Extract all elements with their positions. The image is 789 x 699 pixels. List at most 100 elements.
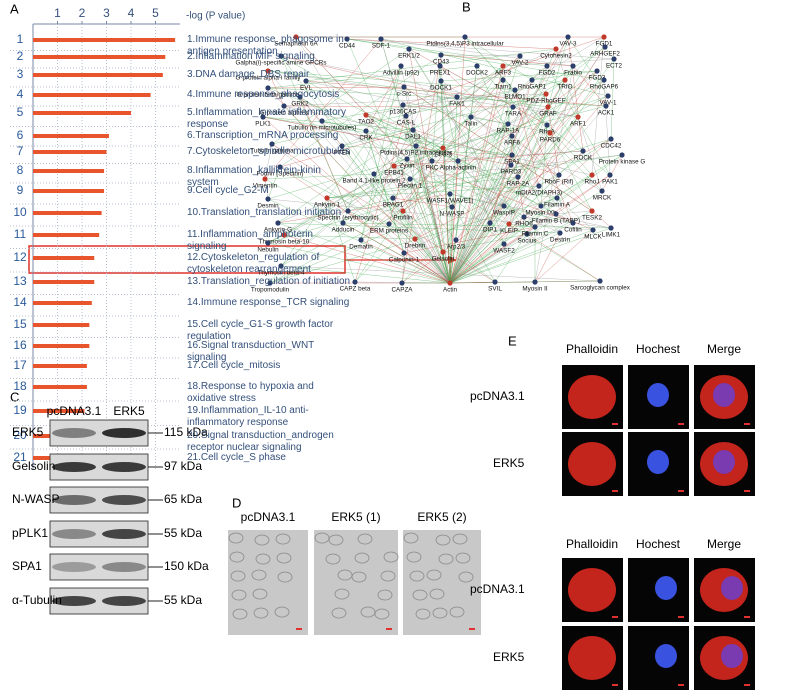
network-node (602, 44, 608, 50)
category-label: 5.Inflammation_Innate inflammatory respo… (187, 107, 346, 130)
network-node (440, 249, 446, 255)
node-label: Talin (465, 121, 478, 128)
network-edge (610, 58, 615, 140)
node-label: FGD3 (589, 75, 606, 82)
network-node (413, 143, 419, 149)
network-edge (365, 130, 405, 254)
network-node (447, 191, 453, 197)
node-label: Filamin A (544, 202, 571, 209)
network-edge (449, 206, 453, 284)
network-edge (556, 197, 594, 231)
network-node (371, 171, 377, 177)
scale-bar (678, 423, 684, 425)
network-edge (326, 197, 356, 283)
network-node (391, 163, 397, 169)
condition-label: ERK5 (493, 456, 525, 470)
channel-label: Hochest (636, 342, 681, 356)
network-edge (283, 234, 451, 284)
row-number: 13 (13, 274, 27, 288)
node-label: Myosin IXb (525, 210, 557, 217)
network-edge (440, 80, 491, 224)
cell (412, 589, 428, 601)
network-node (447, 280, 453, 286)
network-node (278, 263, 284, 269)
network-edge (449, 210, 593, 284)
network-node (265, 68, 271, 74)
node-label: Tubulin gamma (250, 148, 294, 155)
network-edge (540, 124, 548, 207)
condition-label: pcDNA3.1 (470, 389, 525, 403)
size-label: 150 kDa (164, 559, 209, 573)
node-label: DOCK1 (430, 85, 452, 92)
node-label: Filamin B (TABP) (532, 218, 580, 225)
network-edge (341, 93, 547, 147)
network-node (544, 63, 550, 69)
scale-bar (744, 616, 750, 618)
network-edge (360, 104, 404, 241)
network-edge (440, 54, 574, 67)
node-label: GRAF (539, 111, 557, 118)
network-edge (449, 239, 457, 284)
node-label: Galpha(i)-specific amine GPCRs (236, 60, 327, 67)
network-edge (392, 197, 453, 208)
network-edge (470, 116, 560, 176)
category-label: 3.DNA damage_DBS repair (187, 69, 310, 80)
node-label: ERK1/2 (398, 53, 420, 60)
network-edge (360, 239, 451, 284)
panel-label: B (462, 0, 471, 14)
node-label: CRK (359, 135, 373, 142)
node-label: Protein kinase G (599, 159, 646, 166)
network-edge (449, 174, 611, 284)
network-edge (354, 115, 407, 283)
category-label: 15.Cell cycle_G1-S growth factor regulat… (187, 319, 334, 342)
network-node (509, 152, 515, 158)
network-edge (603, 79, 611, 176)
category-label: 9.Cell cycle_G2-M (187, 185, 269, 196)
network-edge (402, 36, 605, 106)
network-edge (449, 116, 579, 284)
network-edge (409, 178, 451, 284)
network-node (265, 240, 271, 246)
scale-bar (678, 490, 684, 492)
network-edge (283, 160, 433, 236)
network-edge (403, 252, 451, 284)
network-node (608, 225, 614, 231)
row-number: 15 (13, 317, 27, 331)
network-node (401, 84, 407, 90)
channel-label: Merge (707, 537, 741, 551)
node-label: WASF2 (493, 248, 515, 255)
node-label: MRCK (593, 195, 612, 202)
network-edge (442, 251, 451, 284)
blot-box (49, 553, 149, 581)
x-axis-label: -log (P value) (186, 11, 245, 22)
network-edge (442, 147, 451, 284)
network-edge (269, 86, 405, 284)
network-node (570, 220, 576, 226)
bar (33, 55, 166, 59)
network-node (562, 77, 568, 83)
cell (449, 606, 465, 618)
network-edge (365, 114, 560, 176)
network-edge (267, 166, 281, 200)
network-edge (342, 116, 472, 224)
node-label: LIMK1 (602, 232, 621, 239)
network-edge (305, 80, 557, 215)
network-node (386, 221, 392, 227)
node-label: RhoA (539, 129, 556, 136)
node-label: Semaphorin 6A (274, 41, 318, 48)
node-label: RhoJ (585, 179, 600, 186)
cell (406, 551, 422, 563)
bar (33, 233, 100, 237)
network-edge (523, 216, 612, 229)
network-node (275, 220, 281, 226)
network-edge (380, 38, 451, 284)
size-label: 97 kDa (164, 459, 202, 473)
actin-stain (568, 442, 616, 486)
blot-band (52, 562, 96, 572)
network-node (429, 158, 435, 164)
row-number: 12 (13, 250, 27, 264)
network-node (532, 279, 538, 285)
x-tick-label: 2 (79, 6, 86, 20)
node-label: Actin (443, 287, 457, 294)
